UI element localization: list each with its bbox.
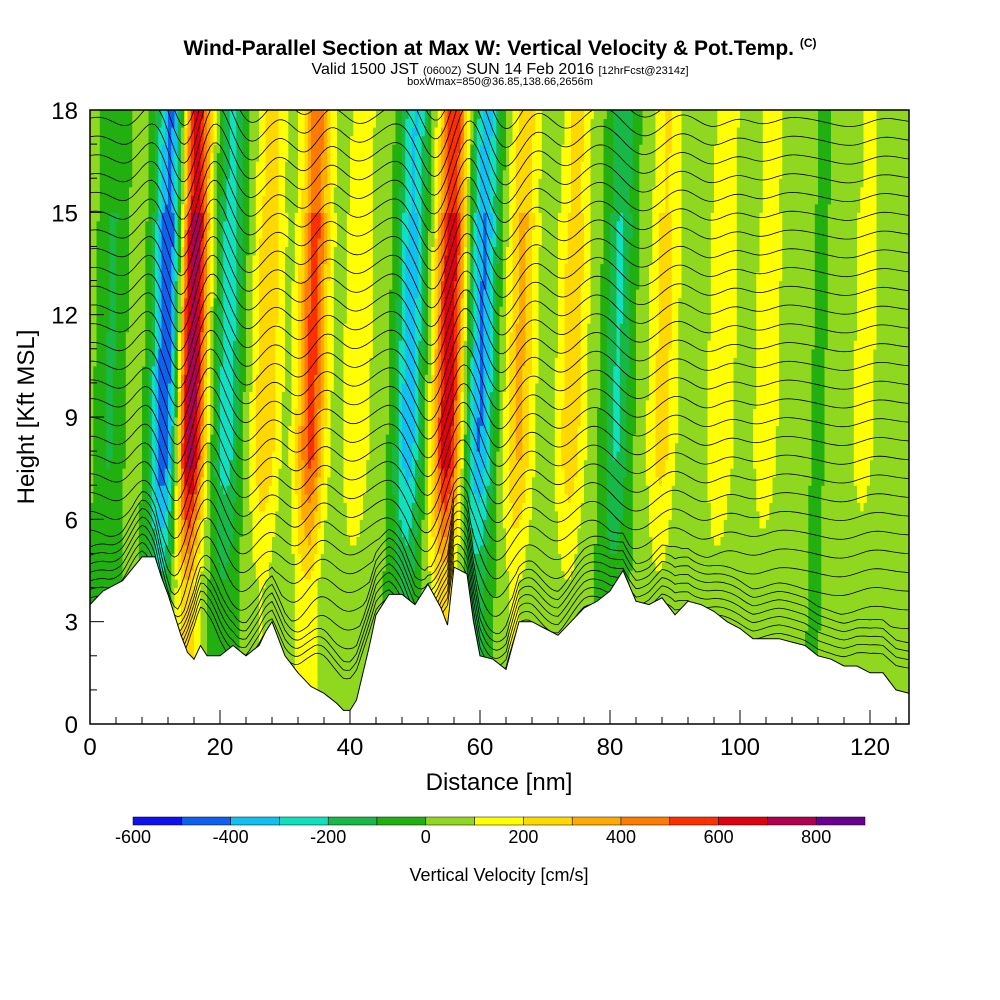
cross-section-chart: 0 20 40 60 80 100 1200369121518 Distance [nm] … (0, 0, 1000, 1000)
